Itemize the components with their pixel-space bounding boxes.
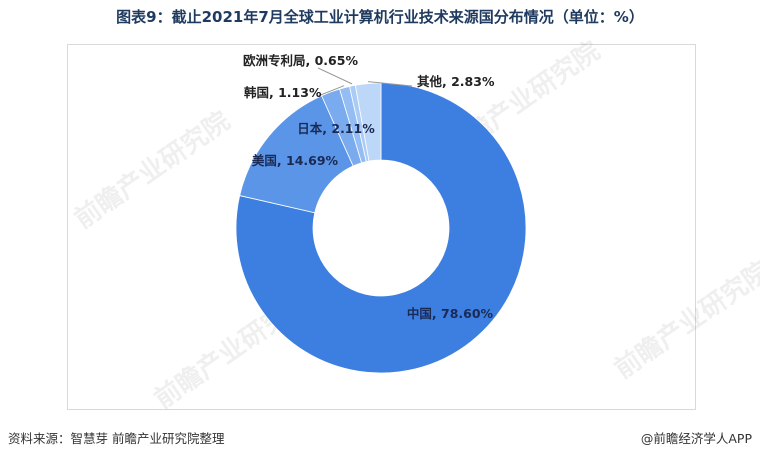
slice-other bbox=[354, 82, 382, 162]
data-label-eu: 欧洲专利局, 0.65% bbox=[243, 53, 358, 68]
data-label-other: 其他, 2.83% bbox=[417, 74, 495, 89]
leader-line-korea bbox=[317, 85, 345, 97]
data-label-usa: 美国, 14.69% bbox=[252, 153, 339, 168]
chart-title: 图表9：截止2021年7月全球工业计算机行业技术来源国分布情况（单位：%） bbox=[116, 8, 644, 26]
source-note: 资料来源：智慧芽 前瞻产业研究院整理 bbox=[8, 431, 225, 446]
leader-line-other bbox=[367, 81, 413, 87]
data-label-japan: 日本, 2.11% bbox=[297, 121, 375, 136]
brand-credit: @前瞻经济学人APP bbox=[640, 431, 752, 446]
chart-frame bbox=[67, 44, 696, 410]
slice-china bbox=[235, 82, 527, 374]
data-label-china: 中国, 78.60% bbox=[407, 306, 494, 321]
slices-group bbox=[235, 82, 527, 374]
leader-lines-group bbox=[317, 67, 413, 97]
data-label-korea: 韩国, 1.13% bbox=[244, 85, 322, 100]
labels-group: 中国, 78.60% 美国, 14.69% 日本, 2.11% 韩国, 1.13% 欧洲… bbox=[243, 53, 495, 321]
leader-line-eu bbox=[317, 67, 353, 85]
